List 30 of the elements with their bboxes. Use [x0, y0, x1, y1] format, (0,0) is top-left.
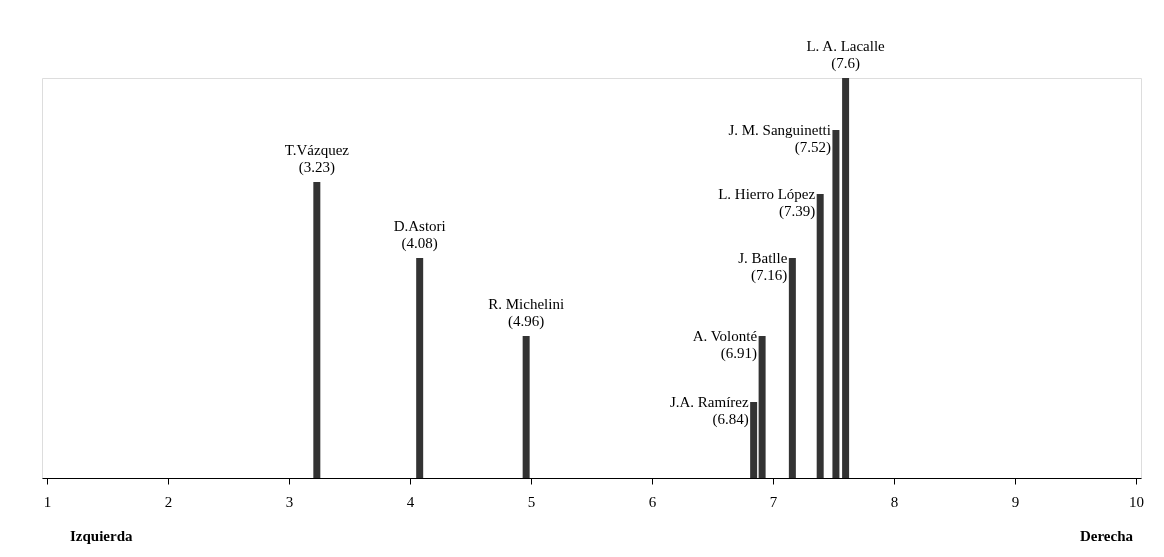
- bar: [832, 130, 840, 478]
- x-tick-label: 2: [164, 493, 173, 510]
- bar: [758, 336, 766, 478]
- bar: [750, 402, 758, 478]
- bar: [788, 258, 796, 478]
- x-tick-label: 6: [648, 493, 657, 510]
- annotation: J. M. Sanguinetti (7.52): [728, 122, 831, 156]
- x-tick-label: 10: [1129, 493, 1144, 510]
- x-tick-label: 5: [527, 493, 536, 510]
- x-tick-label: 7: [769, 493, 778, 510]
- annotation: L. A. Lacalle (7.6): [806, 38, 886, 72]
- bar: [522, 336, 530, 478]
- x-tick-label: 8: [890, 493, 899, 510]
- x-tick-label: 1: [43, 493, 52, 510]
- bar: [842, 78, 850, 478]
- annotation: A. Volonté (6.91): [692, 328, 758, 362]
- annotation: J.A. Ramírez (6.84): [669, 394, 749, 428]
- annotation: J. Batlle (7.16): [738, 250, 788, 284]
- annotation: D.Astori (4.08): [393, 218, 446, 252]
- text: Izquierda: [70, 528, 133, 544]
- x-tick-label: 3: [285, 493, 294, 510]
- bar: [416, 258, 424, 478]
- bar: [816, 194, 824, 478]
- annotation: R. Michelini (4.96): [488, 296, 565, 330]
- bar: [313, 182, 321, 478]
- annotation: L. Hierro López (7.39): [718, 186, 816, 220]
- x-tick-label: 9: [1011, 493, 1020, 510]
- x-tick-label: 4: [406, 493, 415, 510]
- annotation: T.Vázquez (3.23): [284, 142, 350, 176]
- text: Derecha: [1079, 528, 1134, 544]
